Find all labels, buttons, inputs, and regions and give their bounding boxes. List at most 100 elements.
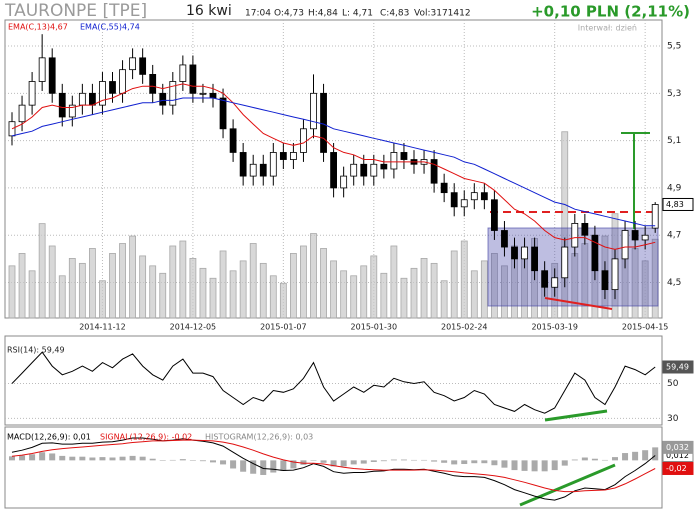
candle-body bbox=[440, 182, 448, 194]
volume-bar bbox=[380, 272, 388, 319]
volume-bar bbox=[279, 282, 287, 319]
volume-bar bbox=[249, 243, 257, 319]
histogram-bar bbox=[541, 460, 548, 472]
interval: Interwał: dzień bbox=[578, 24, 637, 33]
histogram-bar bbox=[340, 460, 347, 467]
histogram-bar bbox=[330, 460, 337, 467]
volume-bar bbox=[109, 253, 116, 319]
histogram-bar bbox=[29, 454, 36, 461]
candle-body bbox=[320, 92, 327, 153]
y-tick-label: 5,5 bbox=[667, 42, 681, 52]
x-tick-label: 2014-12-05 bbox=[170, 323, 217, 332]
histogram-bar bbox=[390, 459, 397, 461]
macd-divergence bbox=[519, 463, 616, 507]
rsi-value-label: 59,49 bbox=[666, 362, 689, 371]
candle-body bbox=[109, 81, 116, 94]
volume-bar bbox=[229, 270, 237, 319]
candle-body bbox=[249, 163, 257, 177]
rsi-frame bbox=[4, 335, 663, 426]
volume-bar bbox=[48, 245, 56, 319]
candle-body bbox=[390, 152, 398, 170]
candle-body bbox=[470, 192, 478, 201]
histogram-bar bbox=[129, 455, 136, 461]
macd-value-label-box bbox=[662, 440, 694, 454]
histogram-bar bbox=[230, 460, 237, 469]
candle-body bbox=[460, 199, 468, 208]
candle-body bbox=[78, 92, 86, 106]
low-trend bbox=[544, 297, 613, 310]
histogram-bar bbox=[612, 457, 618, 461]
volume-bar bbox=[78, 262, 86, 319]
candle-body bbox=[360, 163, 368, 177]
volume-bar bbox=[641, 260, 649, 319]
candle-body bbox=[330, 152, 338, 189]
candle-body bbox=[89, 92, 96, 106]
candle-body bbox=[370, 163, 378, 177]
volume-bar bbox=[561, 131, 569, 319]
candle-body bbox=[400, 152, 408, 160]
histogram-bar bbox=[601, 459, 608, 461]
open: O:4,73 bbox=[274, 9, 304, 19]
volume-bar bbox=[360, 265, 368, 319]
histogram-bar bbox=[240, 460, 247, 472]
candle-body bbox=[511, 246, 518, 260]
candle-body bbox=[350, 163, 358, 177]
volume-bar bbox=[209, 277, 217, 319]
histogram-bar bbox=[531, 460, 538, 472]
candle-body bbox=[239, 152, 247, 177]
volume-bar bbox=[169, 245, 177, 319]
histogram-bar bbox=[481, 460, 488, 464]
macd-line bbox=[11, 437, 656, 501]
histogram-bar bbox=[139, 456, 146, 461]
high: H:4,84 bbox=[308, 9, 338, 19]
y-tick-label: 50 bbox=[667, 379, 679, 389]
histogram-bar bbox=[642, 450, 649, 461]
close: C:4,83 bbox=[380, 9, 409, 19]
candle-body bbox=[340, 175, 348, 189]
ticker: TAURONPE [TPE] bbox=[4, 1, 147, 21]
volume-bar bbox=[440, 280, 448, 319]
candle-body bbox=[209, 92, 217, 99]
candle-body bbox=[18, 104, 26, 123]
histogram-bar bbox=[39, 452, 46, 461]
candle-body bbox=[159, 92, 167, 106]
volume-bar bbox=[310, 233, 317, 319]
volume-bar bbox=[269, 275, 277, 319]
time: 17:04 bbox=[245, 9, 271, 19]
candle-body bbox=[229, 128, 237, 153]
candle-body bbox=[99, 81, 106, 106]
last-price-label-box bbox=[662, 197, 694, 211]
macd-value-label-box bbox=[662, 461, 694, 475]
candle-body bbox=[531, 246, 538, 272]
candle-body bbox=[149, 73, 157, 94]
rsi-line bbox=[11, 351, 656, 414]
candle-body bbox=[58, 92, 66, 118]
candle-body bbox=[490, 199, 498, 231]
candle-body bbox=[289, 152, 297, 160]
candle-body bbox=[199, 92, 207, 95]
volume-bar bbox=[68, 257, 76, 319]
histogram-bar bbox=[380, 460, 387, 462]
candle-body bbox=[28, 81, 36, 106]
volume-bar bbox=[139, 255, 147, 319]
histogram-bar bbox=[159, 460, 166, 461]
candle-body bbox=[430, 159, 438, 184]
candle-body bbox=[541, 270, 549, 288]
histogram-bar bbox=[400, 459, 407, 461]
candle-body bbox=[551, 277, 559, 288]
histogram-bar bbox=[411, 459, 417, 461]
histogram-bar bbox=[19, 455, 26, 461]
volume-bar bbox=[410, 267, 418, 319]
histogram-bar bbox=[360, 460, 367, 464]
candle-body bbox=[641, 234, 649, 241]
volume-bar bbox=[340, 270, 348, 319]
candle-body bbox=[571, 222, 579, 248]
volume-bar bbox=[149, 265, 157, 319]
x-tick-label: 2014-11-12 bbox=[79, 323, 126, 332]
candle-body bbox=[48, 57, 56, 94]
y-tick-label: 4,9 bbox=[667, 183, 682, 193]
histogram-bar bbox=[280, 460, 287, 471]
volume-bar bbox=[420, 257, 428, 319]
volume-bar bbox=[159, 272, 167, 319]
